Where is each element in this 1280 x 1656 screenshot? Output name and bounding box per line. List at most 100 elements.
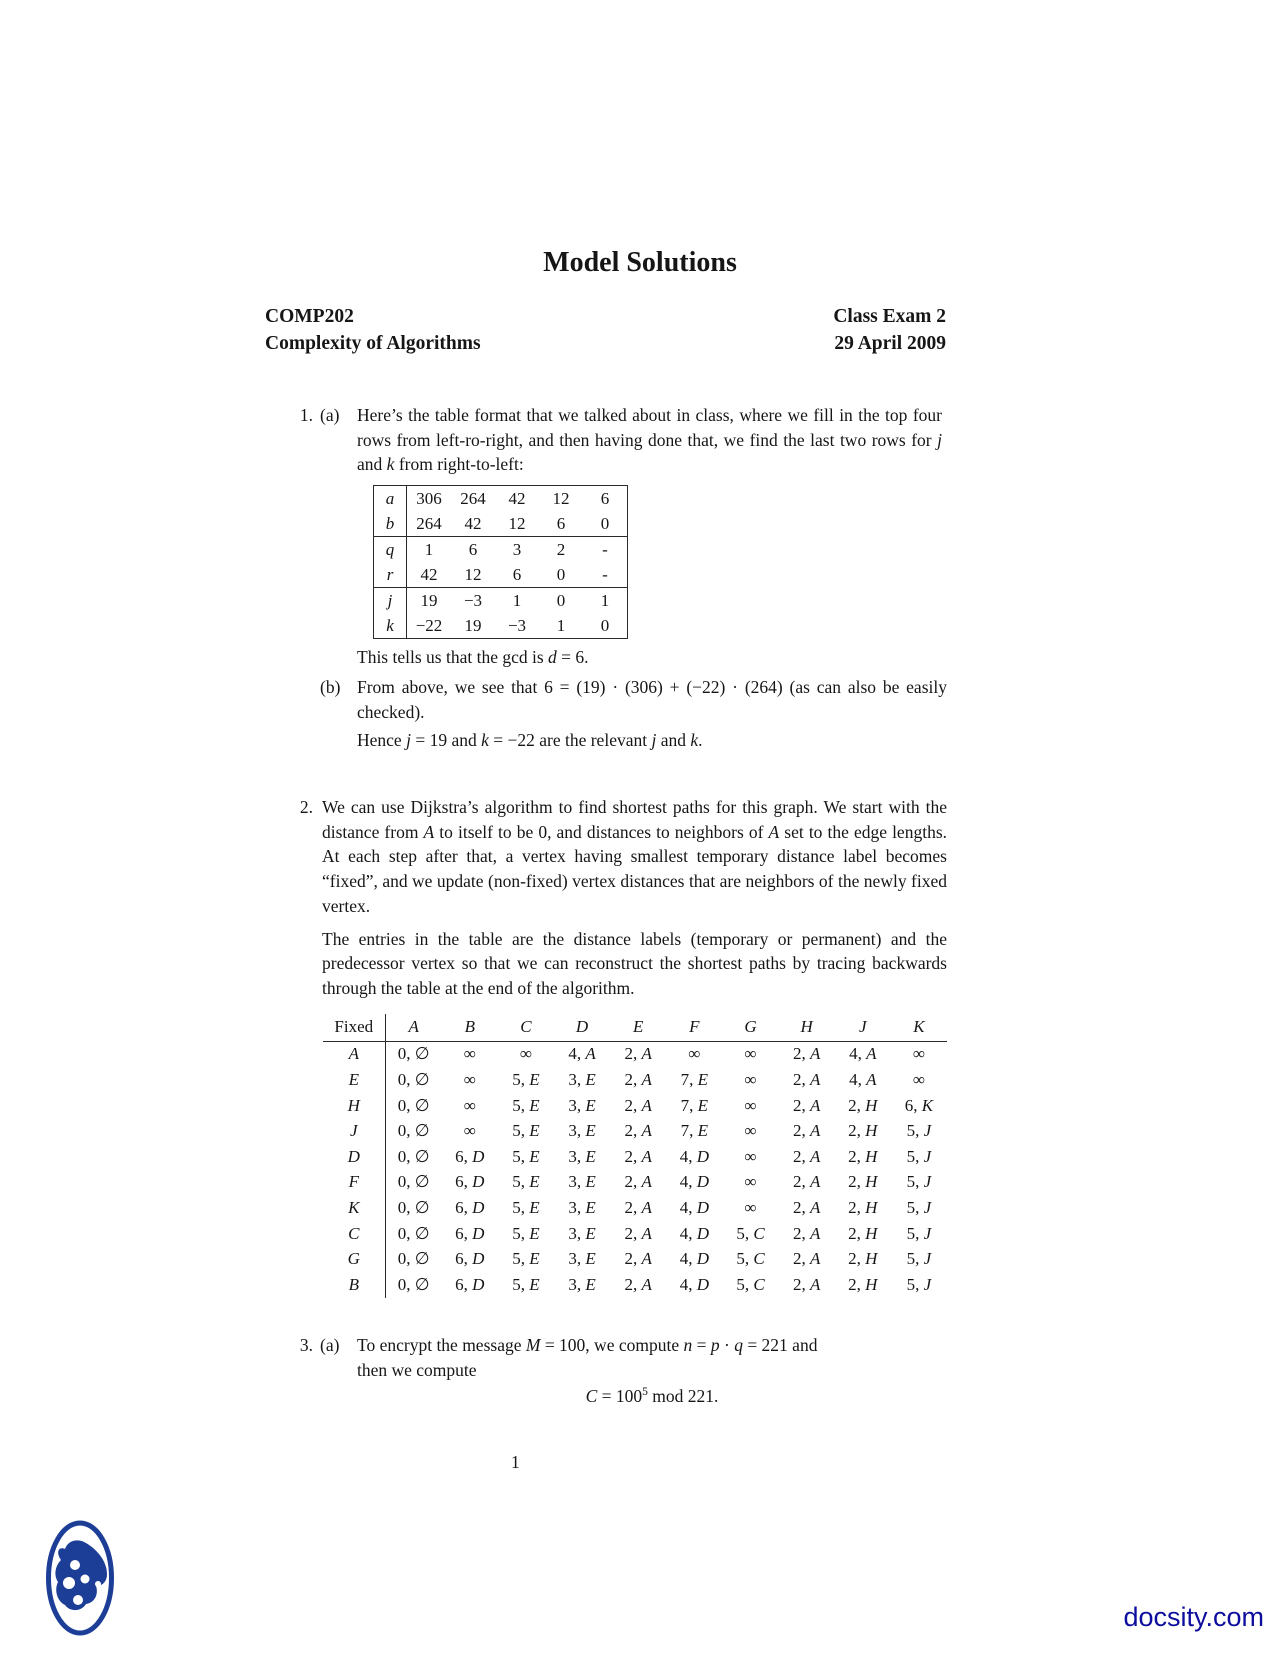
cell-text: E	[529, 1095, 540, 1115]
cell-text: 12	[508, 513, 526, 533]
cell-text: A	[641, 1197, 652, 1217]
table-cell: 1	[495, 588, 539, 614]
cell-text: 3,	[568, 1249, 586, 1269]
cell-text: -	[602, 564, 608, 584]
problem-3-text: To encrypt the message M = 100, we compu…	[357, 1333, 947, 1382]
table-cell: 2, A	[610, 1093, 666, 1119]
cell-text: 4,	[679, 1197, 697, 1217]
table-cell: −22	[407, 613, 452, 639]
cell-text: −3	[463, 590, 483, 610]
row-label: E	[323, 1067, 386, 1093]
cell-text: 0, ∅	[397, 1121, 430, 1141]
table-cell: 3, E	[554, 1246, 610, 1272]
table-cell: 2, A	[779, 1144, 835, 1170]
cell-text: 6,	[455, 1249, 473, 1269]
table-cell: 5, E	[498, 1093, 554, 1119]
text-segment: n	[683, 1335, 693, 1355]
table-cell: 2, A	[779, 1272, 835, 1298]
table-cell: -	[583, 562, 628, 589]
table-cell: 5, J	[891, 1195, 947, 1221]
cell-text: ∞	[744, 1044, 757, 1064]
text-segment: and	[357, 454, 387, 475]
table-row: k −22 19 −3 1 0	[373, 613, 628, 639]
cell-text: E	[585, 1274, 596, 1294]
cell-text: A	[641, 1274, 652, 1294]
cell-text: 4,	[849, 1070, 867, 1090]
table-cell: 5, J	[891, 1144, 947, 1170]
table-cell: 2	[539, 537, 583, 563]
cell-text: ∞	[744, 1197, 757, 1217]
text-segment: The entries in the table are the distanc…	[322, 928, 947, 998]
docsity-link[interactable]: docsity.com	[1123, 1602, 1264, 1632]
table-cell: ∞	[891, 1067, 947, 1093]
cell-text: 1	[600, 590, 610, 610]
cell-text: D	[696, 1274, 709, 1294]
text-segment: = 19 and	[410, 730, 482, 751]
gcd-table: a 306 264 42 12 6 b 264 42 12 6 0 q 1 6 3 2- r 42 12 6 0- j 19−…	[373, 485, 628, 640]
table-row: b 264 42 12 6 0	[373, 511, 628, 538]
table-cell: 3	[495, 537, 539, 563]
column-header: D	[554, 1013, 611, 1042]
cell-text: 42	[420, 564, 438, 584]
table-cell: ∞	[722, 1170, 778, 1196]
cell-text: ∞	[912, 1044, 925, 1064]
cell-text: 2,	[792, 1197, 810, 1217]
cell-text: A	[641, 1044, 652, 1064]
table-cell: 4, A	[835, 1041, 891, 1067]
text-segment: Here’s the table format that we talked a…	[357, 405, 942, 450]
table-cell: 5, J	[891, 1272, 947, 1298]
cell-text: D	[696, 1172, 709, 1192]
table-cell: 2, A	[779, 1118, 835, 1144]
cell-text: 2,	[792, 1146, 810, 1166]
table-cell: ∞	[666, 1041, 722, 1067]
table-cell: ∞	[442, 1067, 498, 1093]
cell-text: A	[585, 1044, 596, 1064]
table-cell: 5, E	[498, 1067, 554, 1093]
text-segment: =	[692, 1335, 711, 1355]
cell-text: 42	[508, 488, 526, 508]
table-cell: 2, A	[779, 1170, 835, 1196]
table-row: D 0, ∅ 6, D 5, E 3, E 2, A 4, D ∞ 2, A 2, H 5, J	[323, 1144, 947, 1170]
cell-text: 6,	[455, 1197, 473, 1217]
cell-text: J	[923, 1146, 932, 1166]
cell-text: ∞	[744, 1121, 757, 1141]
text-segment: k	[386, 454, 395, 475]
table-cell: 6	[583, 486, 628, 512]
cell-text: A	[809, 1274, 821, 1294]
cell-text: ∞	[744, 1172, 757, 1192]
cell-text: 1	[424, 539, 434, 559]
table-cell: 5, E	[498, 1118, 554, 1144]
cell-text: 5,	[512, 1223, 530, 1243]
cell-text: A	[866, 1070, 877, 1090]
text-segment: = 221 and	[742, 1335, 818, 1355]
table-cell: 1	[583, 588, 628, 614]
table-cell: 0, ∅	[385, 1093, 442, 1119]
table-cell: 2, H	[835, 1272, 891, 1298]
cell-text: C	[753, 1223, 765, 1243]
problem-3-number: 3.	[299, 1335, 313, 1355]
cell-text: 5,	[512, 1095, 530, 1115]
cell-text: −3	[507, 615, 527, 635]
table-cell: 5, E	[498, 1272, 554, 1298]
table-cell: 3, E	[554, 1118, 610, 1144]
table-row: K 0, ∅ 6, D 5, E 3, E 2, A 4, D ∞ 2, A 2, H 5, J	[323, 1195, 947, 1221]
cell-text: 3,	[568, 1172, 586, 1192]
table-cell: 2, A	[610, 1170, 666, 1196]
table-cell: 6, D	[442, 1221, 498, 1247]
table-cell: 2, H	[835, 1170, 891, 1196]
part-b-text: From above, we see that 6 = (19) · (306)…	[357, 675, 947, 724]
table-cell: 5, J	[891, 1118, 947, 1144]
row-label: k	[373, 613, 407, 639]
cell-text: 0	[600, 615, 610, 635]
cell-text: 2,	[624, 1249, 642, 1269]
text-segment: p	[710, 1335, 720, 1355]
cell-text: E	[529, 1070, 540, 1090]
row-label: b	[373, 511, 407, 538]
cell-text: E	[585, 1121, 596, 1141]
table-row: a 306 264 42 12 6	[373, 485, 628, 512]
cell-text: 19	[464, 615, 482, 635]
cell-text: 6,	[455, 1223, 473, 1243]
column-header: Fixed	[323, 1013, 386, 1042]
cell-text: J	[923, 1121, 932, 1141]
cell-text: 0, ∅	[397, 1070, 430, 1090]
